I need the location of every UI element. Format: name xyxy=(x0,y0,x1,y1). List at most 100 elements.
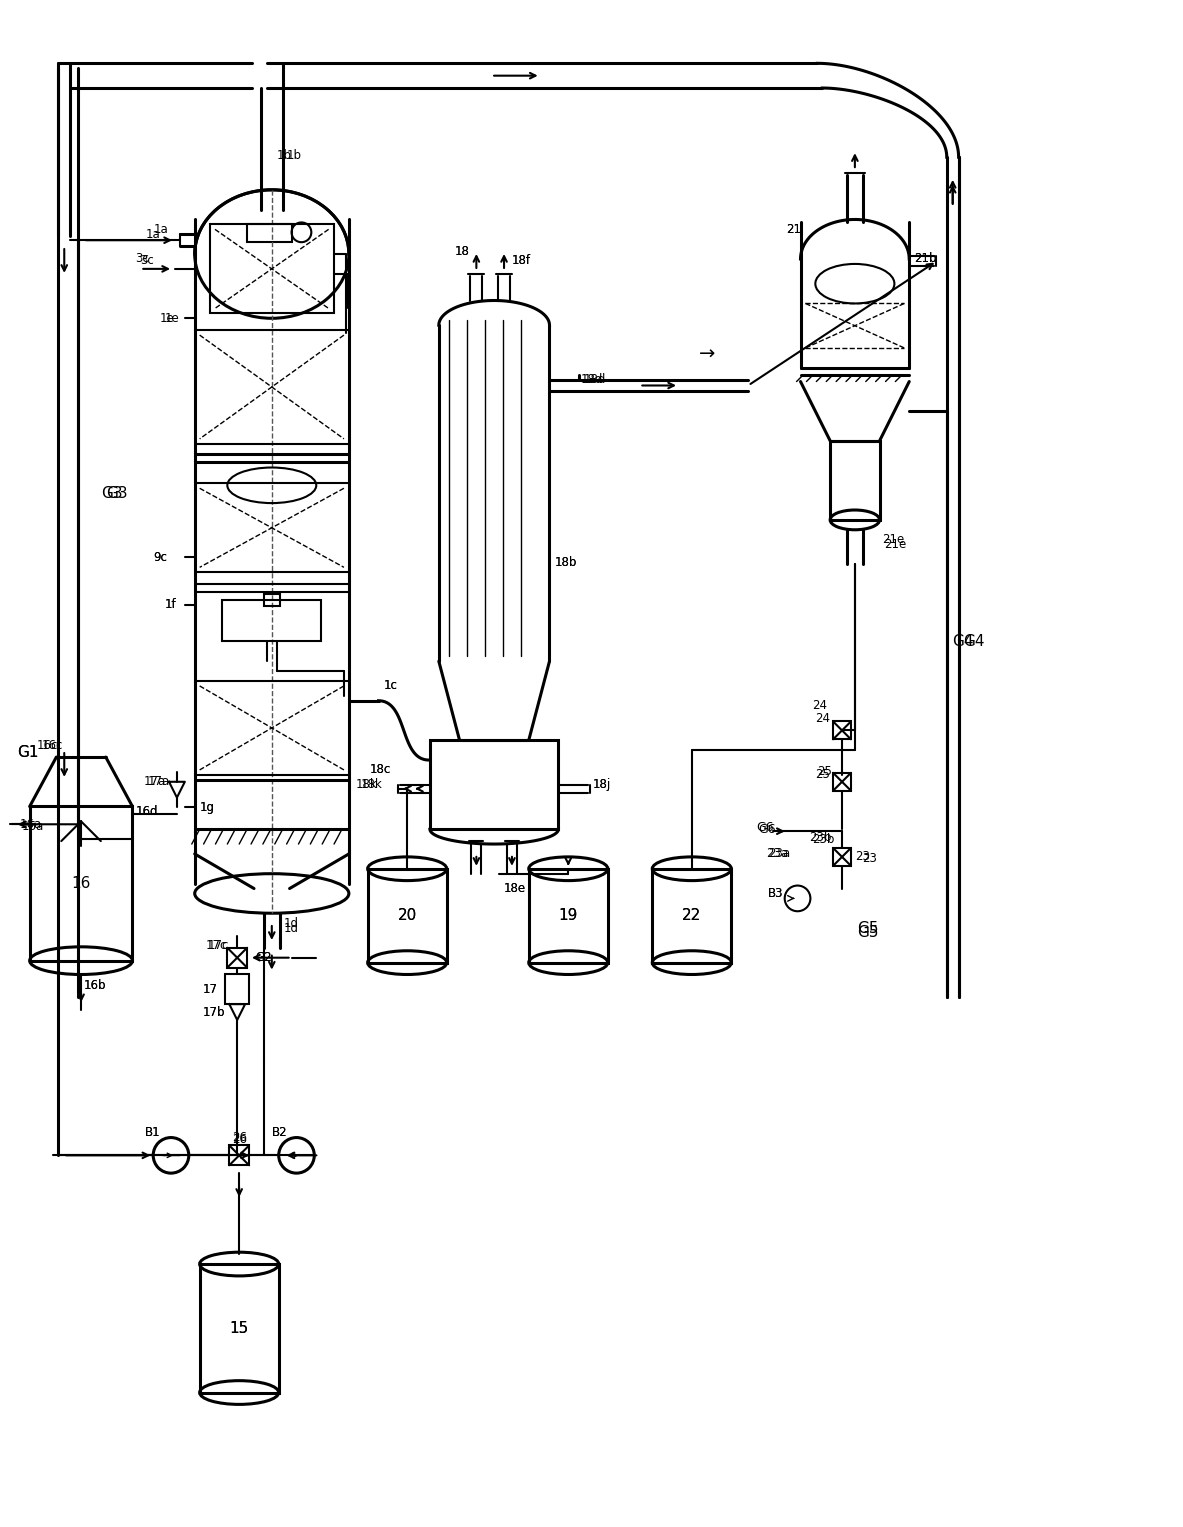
Text: G1: G1 xyxy=(17,745,38,759)
Text: 9c: 9c xyxy=(154,551,167,563)
Bar xyxy=(222,600,322,641)
Text: 16d: 16d xyxy=(135,805,157,818)
Text: 17: 17 xyxy=(202,983,218,996)
Bar xyxy=(264,594,279,606)
Text: B1: B1 xyxy=(146,1125,161,1139)
Bar xyxy=(652,869,731,962)
Text: 17b: 17b xyxy=(202,1006,225,1019)
Text: 16b: 16b xyxy=(84,979,106,993)
Text: B2: B2 xyxy=(272,1125,287,1139)
Text: 22: 22 xyxy=(683,909,702,924)
Text: 16a: 16a xyxy=(20,818,43,831)
Text: 18b: 18b xyxy=(555,556,577,570)
Bar xyxy=(833,847,851,866)
Bar xyxy=(833,773,851,791)
Text: 18b: 18b xyxy=(555,556,577,570)
Text: G4: G4 xyxy=(951,634,974,649)
Text: B3: B3 xyxy=(768,887,783,899)
Text: G6: G6 xyxy=(756,820,774,834)
Text: G3: G3 xyxy=(101,486,123,501)
Text: 26: 26 xyxy=(232,1133,247,1147)
Text: 20: 20 xyxy=(397,909,416,924)
Bar xyxy=(225,974,250,1005)
Text: 17a: 17a xyxy=(147,776,169,788)
Text: 1e: 1e xyxy=(166,312,180,325)
Text: 1c: 1c xyxy=(383,680,397,692)
Text: 17b: 17b xyxy=(202,1006,225,1019)
Text: 1e: 1e xyxy=(160,312,175,325)
Text: B3: B3 xyxy=(768,887,783,899)
Text: 1d: 1d xyxy=(284,916,298,930)
Text: 17c: 17c xyxy=(206,939,227,953)
Text: 3c: 3c xyxy=(135,252,149,266)
Text: 23b: 23b xyxy=(813,832,835,846)
Text: 23: 23 xyxy=(861,852,877,866)
Text: 21b: 21b xyxy=(914,252,937,266)
Text: 16c: 16c xyxy=(41,739,63,751)
Text: 22: 22 xyxy=(683,909,702,924)
Text: G1: G1 xyxy=(17,745,38,759)
Text: →: → xyxy=(699,345,715,363)
Text: 24: 24 xyxy=(813,699,827,712)
Text: 23b: 23b xyxy=(809,831,832,843)
Text: 18j: 18j xyxy=(593,779,612,791)
Text: 26: 26 xyxy=(232,1132,247,1144)
Text: 17: 17 xyxy=(202,983,218,996)
Text: G3: G3 xyxy=(105,486,128,501)
Text: B1: B1 xyxy=(146,1125,161,1139)
Text: 1b: 1b xyxy=(286,148,302,162)
Text: 21e: 21e xyxy=(885,538,906,551)
Text: 1a: 1a xyxy=(154,223,168,235)
Text: 21: 21 xyxy=(786,223,801,235)
Bar xyxy=(200,1264,279,1393)
Text: 18k: 18k xyxy=(361,779,382,791)
Text: 16c: 16c xyxy=(37,739,58,751)
Text: G5: G5 xyxy=(856,921,878,936)
Text: 17c: 17c xyxy=(207,939,230,953)
Text: 17a: 17a xyxy=(143,776,166,788)
Text: 1c: 1c xyxy=(383,680,397,692)
Text: 20: 20 xyxy=(397,909,416,924)
Text: 18: 18 xyxy=(454,244,470,258)
Text: 15: 15 xyxy=(230,1321,248,1336)
Text: 21: 21 xyxy=(786,223,801,235)
Text: 18: 18 xyxy=(454,244,470,258)
Text: 16d: 16d xyxy=(135,805,157,818)
Bar xyxy=(230,1145,250,1165)
Text: 3c: 3c xyxy=(141,255,154,267)
Text: 18e: 18e xyxy=(504,883,526,895)
Text: 23a: 23a xyxy=(765,847,788,860)
Text: 1f: 1f xyxy=(166,599,176,611)
Text: 21e: 21e xyxy=(883,533,905,547)
Text: 1d: 1d xyxy=(284,922,298,935)
Bar xyxy=(247,224,291,243)
Text: B2: B2 xyxy=(272,1125,287,1139)
Text: 1g: 1g xyxy=(200,802,214,814)
Text: 18f: 18f xyxy=(512,255,531,267)
Text: 18d: 18d xyxy=(581,373,603,386)
Text: 21b: 21b xyxy=(914,252,937,266)
Text: 19: 19 xyxy=(558,909,578,924)
Text: 18f: 18f xyxy=(512,255,531,267)
Text: 18k: 18k xyxy=(356,779,377,791)
Text: 23a: 23a xyxy=(768,847,790,860)
Bar xyxy=(830,441,880,519)
Text: G2: G2 xyxy=(256,951,272,964)
Bar xyxy=(529,869,608,962)
Text: 19: 19 xyxy=(558,909,578,924)
Text: 16: 16 xyxy=(71,876,91,892)
Text: 16b: 16b xyxy=(84,979,106,993)
Text: G4: G4 xyxy=(964,634,985,649)
Text: 18d: 18d xyxy=(584,373,607,386)
Text: 24: 24 xyxy=(815,712,830,725)
Text: 18c: 18c xyxy=(369,764,390,776)
Text: G6: G6 xyxy=(758,823,776,835)
Text: 18j: 18j xyxy=(593,779,612,791)
Text: 23: 23 xyxy=(855,851,870,863)
Bar xyxy=(429,741,558,829)
Bar xyxy=(833,721,851,739)
Text: 25: 25 xyxy=(815,768,830,782)
Text: 1g: 1g xyxy=(200,802,214,814)
Bar xyxy=(227,948,247,968)
Text: G2: G2 xyxy=(256,951,272,964)
